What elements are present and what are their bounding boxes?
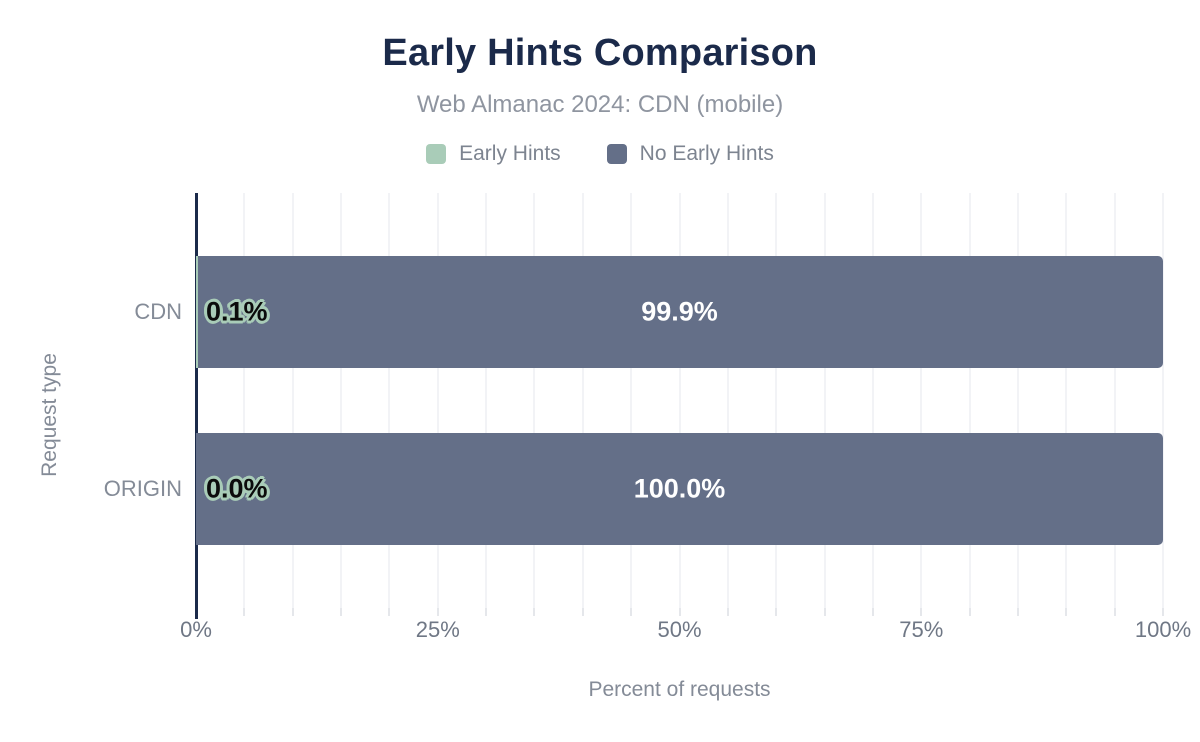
gridline [968,193,971,608]
legend-label: Early Hints [459,142,561,165]
gridline [533,193,536,608]
gridline [920,193,923,608]
chart-subtitle: Web Almanac 2024: CDN (mobile) [416,91,784,118]
tick-mark [775,608,778,616]
gridline [243,193,246,608]
gridline [436,193,439,608]
gridline [1162,193,1164,608]
bar-value-label-no-early-hints: 99.9% [641,296,718,327]
x-tick-label: 75% [899,617,944,642]
gridline [388,193,391,608]
gridline [340,193,343,608]
tick-mark [291,608,294,616]
tick-mark [920,608,923,616]
tick-mark [1113,608,1116,616]
tick-mark [340,608,343,616]
tick-mark [726,608,729,616]
gridline [630,193,633,608]
tick-mark [533,608,536,616]
gridline [775,193,778,608]
bar-value-label-early-hints: 0.0% [206,473,268,504]
legend-label: No Early Hints [639,142,774,165]
gridline [1113,193,1116,608]
gridline [1065,193,1068,608]
x-tick-label: 0% [180,617,212,642]
gridline [726,193,729,608]
tick-mark [823,608,826,616]
tick-mark [630,608,633,616]
tick-mark [968,608,971,616]
x-tick-label: 100% [1134,617,1192,642]
legend: Early Hints No Early Hints [0,142,1200,166]
gridline [678,193,681,608]
bar-segment-no-early-hints [198,256,1163,368]
gridline [581,193,584,608]
bar-segment-no-early-hints [196,433,1163,545]
tick-mark [1065,608,1068,616]
tick-mark [388,608,391,616]
tick-mark [1162,608,1164,616]
x-zero-axis-line [195,193,198,619]
legend-item[interactable]: Early Hints [426,142,561,166]
x-axis-title: Percent of requests [588,678,771,701]
legend-swatch-icon [426,144,447,164]
gridline [1016,193,1019,608]
gridline [823,193,826,608]
bar-segment-early-hints [196,256,198,368]
x-tick-label: 25% [415,617,460,642]
tick-mark [678,608,681,616]
bar-value-label-early-hints: 0.1% [206,296,268,327]
tick-mark [1016,608,1019,616]
tick-mark [871,608,874,616]
tick-mark [581,608,584,616]
category-label: CDN [134,299,182,324]
bar-row: 0.0% 100.0% [196,433,1163,545]
tick-mark [436,608,439,616]
gridline [871,193,874,608]
y-axis-title: Request type [38,353,61,477]
gridline [485,193,488,608]
category-label: ORIGIN [103,476,182,501]
tick-mark [243,608,246,616]
legend-swatch-icon [606,144,627,164]
x-tick-label: 50% [657,617,702,642]
legend-item[interactable]: No Early Hints [606,142,774,166]
bar-row: 0.1% 99.9% [196,256,1163,368]
plot-area: 0% 25% 50% 75% 100% CDN 0.1% 99.9% ORIGIN 0.0% 100… [104,193,1191,642]
bar-value-label-no-early-hints: 100.0% [633,473,726,504]
chart-title: Early Hints Comparison [382,32,818,74]
gridline [291,193,294,608]
tick-mark [485,608,488,616]
